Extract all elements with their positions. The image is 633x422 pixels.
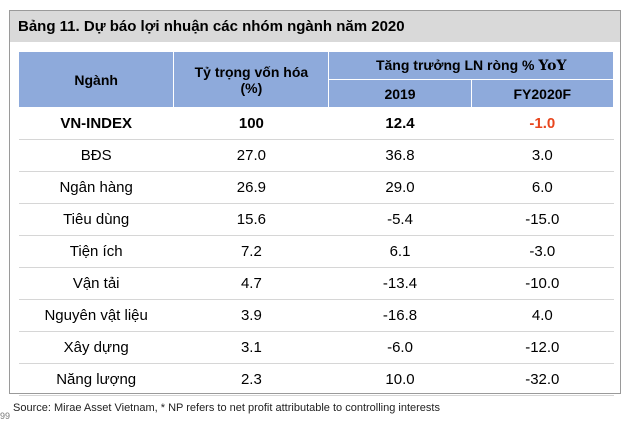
cell-fy2020f: 6.0 bbox=[471, 171, 614, 204]
header-sector: Ngành bbox=[17, 51, 175, 108]
cell-sector: Năng lượng bbox=[18, 363, 174, 396]
cell-weight: 3.9 bbox=[173, 299, 329, 332]
cell-weight: 2.3 bbox=[173, 363, 329, 396]
cell-sector: Tiêu dùng bbox=[18, 203, 174, 236]
table-panel: Bảng 11. Dự báo lợi nhuận các nhóm ngành… bbox=[9, 10, 621, 396]
table-row: Xây dựng 3.1 -6.0 -12.0 bbox=[18, 331, 614, 364]
cell-fy2020f: 4.0 bbox=[471, 299, 614, 332]
cell-fy2020f: 3.0 bbox=[471, 139, 614, 172]
table-row: VN-INDEX 100 12.4 -1.0 bbox=[18, 107, 614, 140]
table-title: Bảng 11. Dự báo lợi nhuận các nhóm ngành… bbox=[10, 11, 620, 42]
header-weight: Tỷ trọng vốn hóa (%) bbox=[173, 51, 330, 108]
cell-fy2020f: -12.0 bbox=[471, 331, 614, 364]
cell-weight: 3.1 bbox=[173, 331, 329, 364]
cell-2019: 29.0 bbox=[328, 171, 472, 204]
header-fy2020f: FY2020F bbox=[470, 79, 615, 108]
cell-2019: -13.4 bbox=[328, 267, 472, 300]
table-row: BĐS 27.0 36.8 3.0 bbox=[18, 139, 614, 172]
header-growth-prefix: Tăng trưởng LN ròng % bbox=[375, 57, 539, 73]
cell-fy2020f: -32.0 bbox=[471, 363, 614, 396]
cell-2019: -16.8 bbox=[328, 299, 472, 332]
forecast-table: Ngành Tỷ trọng vốn hóa (%) Tăng trưởng L… bbox=[17, 51, 615, 396]
table-row: Tiện ích 7.2 6.1 -3.0 bbox=[18, 235, 614, 268]
cell-weight: 4.7 bbox=[173, 267, 329, 300]
source-mark: 99 bbox=[0, 411, 11, 421]
cell-fy2020f: -1.0 bbox=[471, 107, 614, 140]
cell-weight: 15.6 bbox=[173, 203, 329, 236]
cell-weight: 7.2 bbox=[173, 235, 329, 268]
cell-fy2020f: -15.0 bbox=[471, 203, 614, 236]
table-row: Nguyên vật liệu 3.9 -16.8 4.0 bbox=[18, 299, 614, 332]
cell-2019: -6.0 bbox=[328, 331, 472, 364]
header-weight-line2: (%) bbox=[240, 79, 263, 96]
cell-weight: 27.0 bbox=[173, 139, 329, 172]
table-row: Năng lượng 2.3 10.0 -32.0 bbox=[18, 363, 614, 396]
cell-2019: 10.0 bbox=[328, 363, 472, 396]
cell-sector: Nguyên vật liệu bbox=[18, 299, 174, 332]
cell-2019: -5.4 bbox=[328, 203, 472, 236]
cell-2019: 6.1 bbox=[328, 235, 472, 268]
cell-sector: Vận tải bbox=[18, 267, 174, 300]
source-note: Source: Mirae Asset Vietnam, * NP refers… bbox=[13, 402, 440, 414]
cell-sector: BĐS bbox=[18, 139, 174, 172]
header-weight-line1: Tỷ trọng vốn hóa bbox=[194, 63, 309, 80]
cell-fy2020f: -3.0 bbox=[471, 235, 614, 268]
cell-sector: Tiện ích bbox=[18, 235, 174, 268]
cell-sector: VN-INDEX bbox=[18, 107, 174, 140]
header-2019: 2019 bbox=[328, 79, 472, 108]
cell-fy2020f: -10.0 bbox=[471, 267, 614, 300]
cell-weight: 26.9 bbox=[173, 171, 329, 204]
cell-sector: Xây dựng bbox=[18, 331, 174, 364]
table-row: Ngân hàng 26.9 29.0 6.0 bbox=[18, 171, 614, 204]
header-growth-suffix: YoY bbox=[538, 58, 567, 74]
table-row: Vận tải 4.7 -13.4 -10.0 bbox=[18, 267, 614, 300]
cell-weight: 100 bbox=[173, 107, 329, 140]
cell-2019: 12.4 bbox=[328, 107, 472, 140]
cell-sector: Ngân hàng bbox=[18, 171, 174, 204]
table-row: Tiêu dùng 15.6 -5.4 -15.0 bbox=[18, 203, 614, 236]
header-growth: Tăng trưởng LN ròng % YoY bbox=[328, 51, 614, 80]
cell-2019: 36.8 bbox=[328, 139, 472, 172]
